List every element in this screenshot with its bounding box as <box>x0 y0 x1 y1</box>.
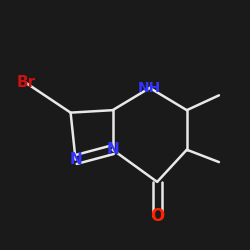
Text: N: N <box>69 152 82 167</box>
Text: O: O <box>150 208 164 226</box>
Text: NH: NH <box>138 81 161 95</box>
Text: N: N <box>106 142 119 157</box>
Text: Br: Br <box>16 76 36 90</box>
